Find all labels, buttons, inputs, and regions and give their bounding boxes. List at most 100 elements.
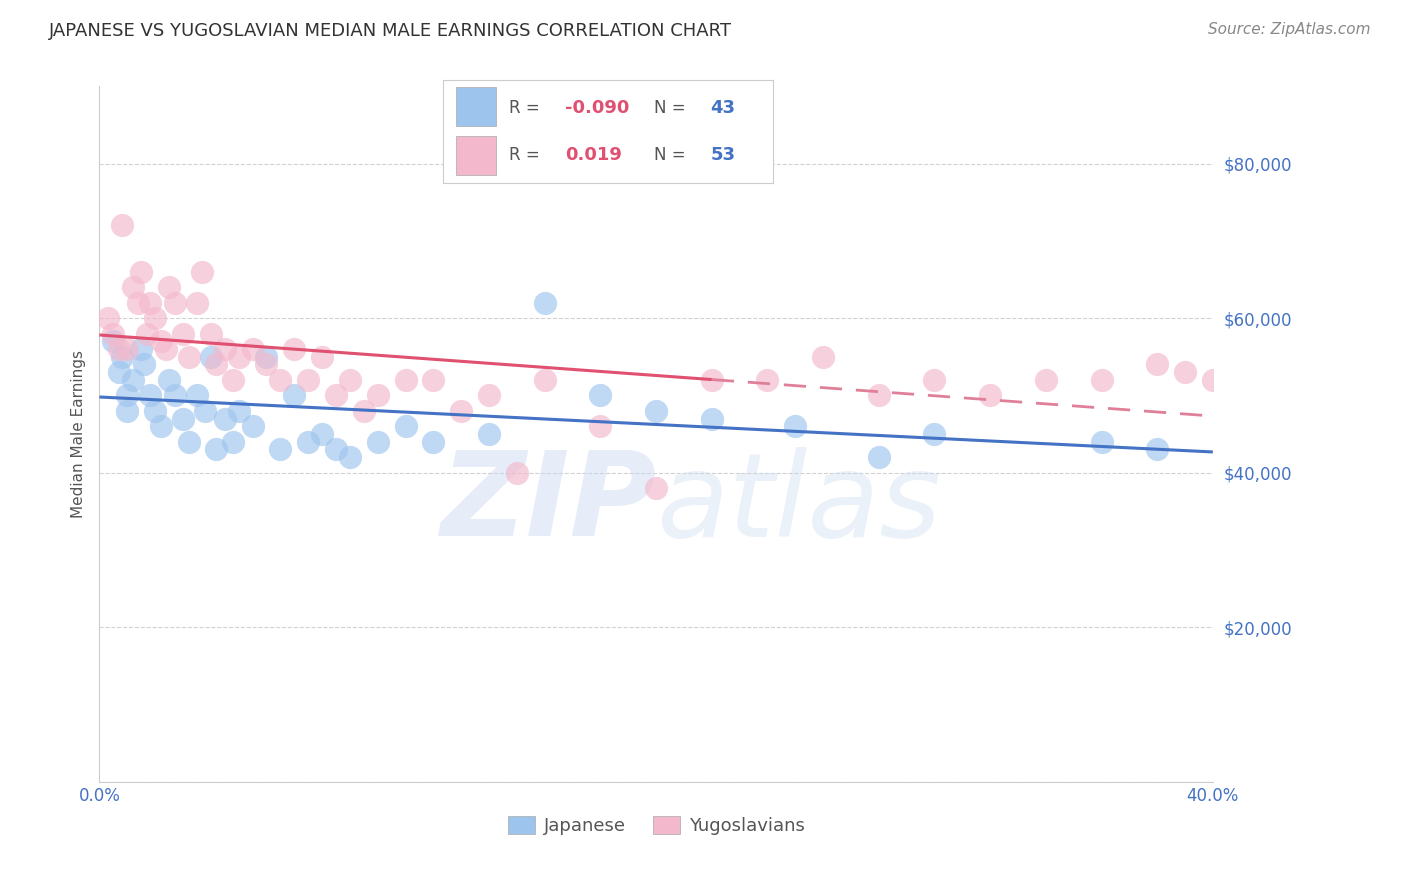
Point <box>242 342 264 356</box>
Point <box>121 280 143 294</box>
Point <box>97 311 120 326</box>
Point <box>422 434 444 449</box>
Point <box>353 404 375 418</box>
Point <box>111 350 134 364</box>
Point <box>533 373 555 387</box>
Bar <box>456 136 496 175</box>
Point <box>191 265 214 279</box>
Point <box>222 373 245 387</box>
Text: atlas: atlas <box>657 447 941 560</box>
Point <box>214 342 236 356</box>
Point <box>311 427 333 442</box>
Point <box>172 411 194 425</box>
Text: -0.090: -0.090 <box>565 99 630 117</box>
Point <box>111 219 134 233</box>
Point <box>394 419 416 434</box>
Point <box>325 388 347 402</box>
Text: N =: N = <box>654 146 686 164</box>
Point <box>194 404 217 418</box>
Point <box>367 388 389 402</box>
Point <box>422 373 444 387</box>
Point <box>269 442 291 457</box>
Point <box>1090 434 1112 449</box>
Legend: Japanese, Yugoslavians: Japanese, Yugoslavians <box>501 808 811 842</box>
Point <box>228 350 250 364</box>
Text: R =: R = <box>509 146 540 164</box>
Point <box>979 388 1001 402</box>
Point <box>108 365 131 379</box>
Point <box>177 350 200 364</box>
Point <box>700 411 723 425</box>
Point <box>256 358 278 372</box>
Point <box>506 466 529 480</box>
Point <box>163 388 186 402</box>
Point <box>132 358 155 372</box>
Point <box>297 373 319 387</box>
Point <box>103 334 125 349</box>
Point <box>129 342 152 356</box>
Point <box>186 388 208 402</box>
Point <box>103 326 125 341</box>
Point <box>1202 373 1225 387</box>
Point <box>297 434 319 449</box>
Text: N =: N = <box>654 99 686 117</box>
Point <box>117 388 139 402</box>
Point <box>339 373 361 387</box>
Point <box>172 326 194 341</box>
Point <box>367 434 389 449</box>
Text: JAPANESE VS YUGOSLAVIAN MEDIAN MALE EARNINGS CORRELATION CHART: JAPANESE VS YUGOSLAVIAN MEDIAN MALE EARN… <box>49 22 733 40</box>
Point <box>117 404 139 418</box>
Point <box>242 419 264 434</box>
Point <box>121 373 143 387</box>
Point <box>589 419 612 434</box>
Point <box>143 311 166 326</box>
Point <box>924 427 946 442</box>
Point <box>200 350 222 364</box>
Point <box>811 350 834 364</box>
Point <box>157 280 180 294</box>
Point <box>868 450 890 465</box>
Point <box>1174 365 1197 379</box>
Point <box>1146 358 1168 372</box>
Point <box>589 388 612 402</box>
Point <box>478 427 501 442</box>
Point <box>205 442 228 457</box>
Point <box>924 373 946 387</box>
Point <box>200 326 222 341</box>
Point <box>1035 373 1057 387</box>
Point <box>283 388 305 402</box>
Point <box>214 411 236 425</box>
Bar <box>456 87 496 127</box>
Point <box>325 442 347 457</box>
Text: 0.019: 0.019 <box>565 146 621 164</box>
Point <box>450 404 472 418</box>
Point <box>478 388 501 402</box>
Text: 43: 43 <box>710 99 735 117</box>
Point <box>127 295 149 310</box>
Text: Source: ZipAtlas.com: Source: ZipAtlas.com <box>1208 22 1371 37</box>
Point <box>138 295 160 310</box>
Point <box>645 404 668 418</box>
Point <box>645 481 668 495</box>
Point <box>256 350 278 364</box>
Point <box>177 434 200 449</box>
Point <box>157 373 180 387</box>
Point <box>311 350 333 364</box>
Text: R =: R = <box>509 99 540 117</box>
Point <box>269 373 291 387</box>
Point <box>186 295 208 310</box>
Point <box>1146 442 1168 457</box>
Point <box>700 373 723 387</box>
Point <box>228 404 250 418</box>
Point <box>135 326 157 341</box>
Point <box>117 342 139 356</box>
Point <box>1090 373 1112 387</box>
Point <box>205 358 228 372</box>
Y-axis label: Median Male Earnings: Median Male Earnings <box>72 350 86 518</box>
Point <box>222 434 245 449</box>
Point <box>143 404 166 418</box>
Point <box>283 342 305 356</box>
Point <box>756 373 779 387</box>
Point <box>394 373 416 387</box>
Point <box>868 388 890 402</box>
